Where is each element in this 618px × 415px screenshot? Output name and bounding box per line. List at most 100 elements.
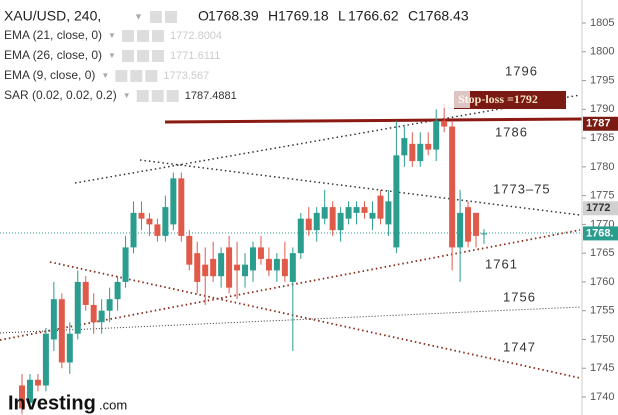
candle-body [441, 120, 448, 127]
candle-body [178, 178, 185, 236]
candle-body [50, 299, 57, 340]
y-tick-label: 1790 [590, 103, 614, 115]
candle-body [257, 247, 264, 259]
icon-button[interactable] [136, 90, 149, 102]
annotation: 1761 [485, 256, 518, 271]
candle-body [425, 143, 432, 150]
price-tag-label: 1787 [586, 118, 610, 130]
icon-button[interactable] [137, 30, 150, 42]
candle-body [138, 212, 145, 219]
candle-body [154, 224, 161, 236]
y-tick-label: 1805 [590, 17, 614, 29]
candle-body [74, 281, 81, 334]
candle-body [297, 218, 304, 254]
candle-body [457, 212, 464, 248]
candle-body [250, 247, 256, 271]
candle-body [417, 143, 424, 162]
annotation: 1786 [495, 124, 528, 139]
icon-button[interactable] [115, 70, 128, 82]
candle-body [329, 207, 336, 231]
ohlc-letter: C [408, 8, 418, 24]
chart-title: XAU/USD, 240, [4, 8, 101, 24]
candle-body [66, 333, 73, 363]
price-tag-label: 1772 [586, 202, 610, 214]
candle-body [385, 201, 392, 225]
candle-body [353, 207, 360, 213]
icon-button[interactable] [166, 90, 179, 102]
indicator-name: EMA (21, close, 0) [4, 28, 102, 42]
candle-body [273, 258, 280, 271]
candle-body [409, 143, 416, 162]
y-tick-label: 1800 [590, 46, 614, 58]
y-tick-label: 1745 [590, 362, 614, 374]
candle-body [465, 207, 472, 242]
candle-body [218, 253, 225, 277]
indicator-name: EMA (9, close, 0) [4, 68, 95, 82]
icon-button[interactable] [137, 50, 150, 62]
y-tick-label: 1785 [590, 132, 614, 144]
y-tick-label: 1755 [590, 305, 614, 317]
y-tick-label: 1740 [590, 391, 614, 403]
icon-button[interactable] [151, 90, 164, 102]
y-tick-label: 1765 [590, 247, 614, 259]
logo: Investing [8, 392, 96, 414]
y-tick-label: 1780 [590, 161, 614, 173]
dropdown-icon: ▼ [108, 31, 116, 40]
annotation: 1773–75 [493, 181, 551, 196]
candle-body [90, 304, 97, 323]
dropdown-icon: ▼ [108, 51, 116, 60]
candle-body [162, 207, 169, 236]
indicator-name: EMA (26, close, 0) [4, 48, 102, 62]
candle-body [146, 218, 153, 225]
candle-body [226, 247, 233, 288]
candle-body [170, 178, 177, 225]
icon-button[interactable] [130, 70, 143, 82]
ohlc-value: 1769.18 [278, 8, 329, 24]
ohlc-value: 1766.62 [348, 8, 399, 24]
icon-button[interactable] [152, 30, 165, 42]
candle-body [393, 155, 400, 248]
candle-body [19, 385, 25, 409]
price-tag [583, 116, 618, 131]
candle-body [114, 281, 121, 300]
icon-button[interactable] [152, 50, 165, 62]
annotation: 1796 [505, 63, 538, 78]
candle-body [265, 258, 272, 271]
candle-body [361, 207, 368, 213]
dropdown-icon: ▼ [101, 71, 109, 80]
candle-body [321, 207, 328, 219]
stop-loss-box [454, 91, 566, 109]
candle-body [401, 138, 408, 156]
trend-line [0, 229, 581, 341]
candle-body [305, 218, 312, 231]
trend-line [0, 306, 581, 334]
candle-body [481, 233, 487, 235]
logo-suffix: .com [99, 397, 127, 412]
y-tick-label: 1760 [590, 276, 614, 288]
price-tag-label: 1768. [586, 227, 614, 239]
icon-button[interactable] [122, 50, 135, 62]
candle-body [106, 299, 113, 311]
ohlc-letter: L [338, 8, 346, 24]
candle-body [98, 310, 105, 323]
ohlc-value: 1768.39 [208, 8, 259, 24]
icon-button[interactable] [122, 30, 135, 42]
icon-button[interactable] [165, 11, 177, 23]
stop-line [164, 117, 583, 124]
indicator-value: 1787.4881 [185, 90, 237, 102]
candle-body [289, 253, 296, 282]
indicator-value: 1773.567 [163, 70, 209, 82]
annotation: 1747 [503, 339, 536, 354]
ohlc-letter: O [198, 8, 209, 24]
candle-body [130, 212, 137, 248]
indicator-value: 1771.6111 [170, 50, 220, 62]
candle-body [34, 379, 41, 386]
icon-button[interactable] [145, 70, 158, 82]
candle-body [337, 212, 344, 231]
candle-body [281, 258, 288, 277]
candle-body [449, 126, 456, 248]
icon-button[interactable] [150, 11, 162, 23]
candle-body [377, 195, 384, 219]
y-tick-label: 1750 [590, 333, 614, 345]
